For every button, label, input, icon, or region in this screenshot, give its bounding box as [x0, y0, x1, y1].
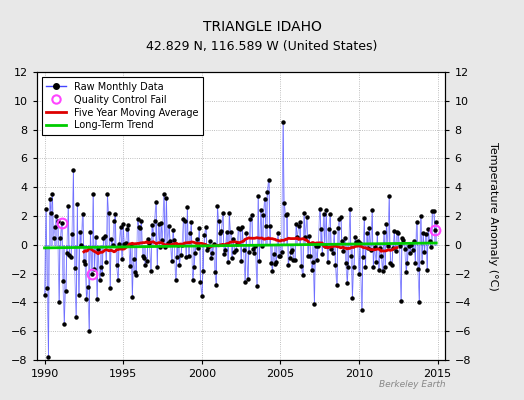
- Y-axis label: Temperature Anomaly (°C): Temperature Anomaly (°C): [488, 142, 498, 290]
- Text: 42.829 N, 116.589 W (United States): 42.829 N, 116.589 W (United States): [146, 40, 378, 53]
- Legend: Raw Monthly Data, Quality Control Fail, Five Year Moving Average, Long-Term Tren: Raw Monthly Data, Quality Control Fail, …: [41, 77, 203, 135]
- Text: Berkeley Earth: Berkeley Earth: [379, 380, 445, 389]
- Text: TRIANGLE IDAHO: TRIANGLE IDAHO: [203, 20, 321, 34]
